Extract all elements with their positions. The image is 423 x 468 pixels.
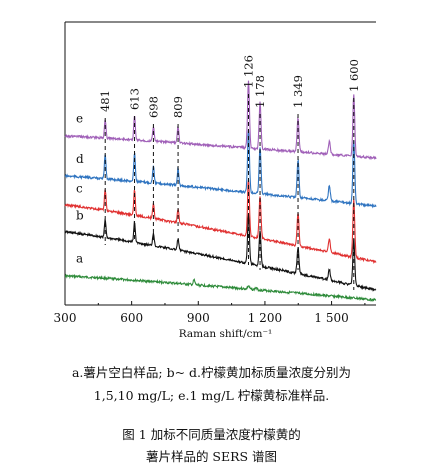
annotation-label-1600: 1 600 bbox=[347, 59, 361, 92]
series-line-c bbox=[64, 179, 377, 265]
series-line-a bbox=[64, 273, 377, 302]
x-tick-label-300: 300 bbox=[54, 311, 77, 325]
series-label-d: d bbox=[76, 152, 84, 166]
series-label-b: b bbox=[76, 209, 84, 223]
x-tick-label-900: 900 bbox=[187, 311, 210, 325]
figure-title-line-2: 薯片样品的 SERS 谱图 bbox=[145, 449, 278, 464]
series-label-a: a bbox=[76, 252, 83, 266]
sers-chart: 300 600 900 1 200 1 500 Raman shift/cm⁻¹ a bc d e… bbox=[54, 21, 377, 340]
caption-note-line-2: 1,5,10 mg/L; e.1 mg/L 柠檬黄标准样品. bbox=[93, 388, 330, 403]
annotation-label-481: 481 bbox=[98, 90, 112, 112]
figure-title-line-1: 图 1 加标不同质量浓度柠檬黄的 bbox=[122, 427, 301, 442]
annotation-label-698: 698 bbox=[146, 96, 160, 118]
series-line-e bbox=[64, 80, 377, 161]
annotation-label-1126: 1 126 bbox=[241, 55, 255, 88]
x-tick-label-600: 600 bbox=[120, 311, 143, 325]
x-tick-label-1200: 1 200 bbox=[248, 311, 282, 325]
x-axis-label: Raman shift/cm⁻¹ bbox=[179, 328, 272, 340]
annotation-label-1178: 1 178 bbox=[253, 75, 267, 108]
caption-note-line-1: a.薯片空白样品; b~ d.柠檬黄加标质量浓度分别为 bbox=[71, 365, 352, 380]
annotation-label-809: 809 bbox=[171, 96, 185, 118]
series-label-c: c bbox=[76, 182, 83, 196]
series-line-d bbox=[64, 129, 377, 209]
series-line-b bbox=[64, 213, 377, 293]
annotation-label-613: 613 bbox=[128, 88, 142, 110]
series-label-e: e bbox=[76, 112, 83, 126]
x-tick-label-1500: 1 500 bbox=[314, 311, 348, 325]
annotation-label-1349: 1 349 bbox=[291, 75, 305, 108]
